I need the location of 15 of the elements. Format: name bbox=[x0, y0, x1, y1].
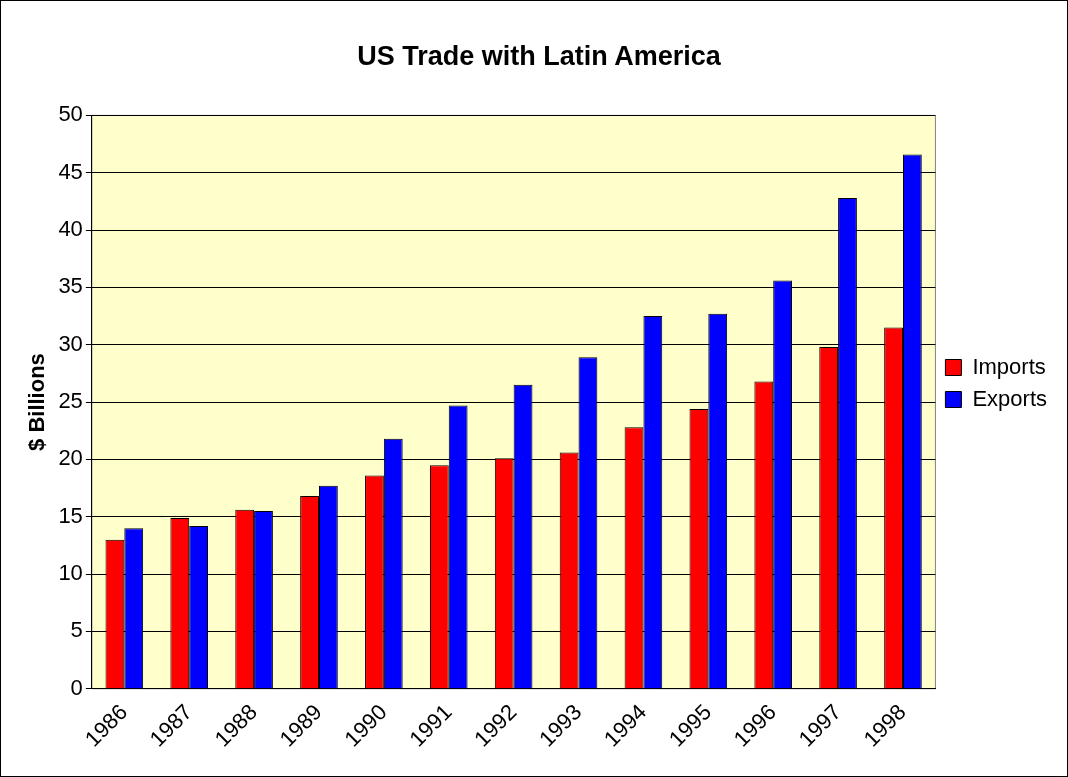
y-tick-label: 45 bbox=[58, 158, 83, 184]
y-tick-label: 25 bbox=[58, 388, 83, 414]
legend-label: Imports bbox=[972, 353, 1046, 379]
y-tick-label: 35 bbox=[58, 273, 83, 299]
y-tick-label: 50 bbox=[58, 101, 83, 127]
y-tick-label: 15 bbox=[58, 502, 83, 528]
legend-label: Exports bbox=[972, 385, 1048, 411]
y-tick-label: 20 bbox=[58, 445, 83, 471]
y-tick-label: 30 bbox=[58, 330, 83, 356]
y-tick-label: 5 bbox=[70, 617, 83, 643]
y-tick-label: 40 bbox=[58, 216, 83, 242]
y-tick-label: 10 bbox=[58, 560, 83, 586]
y-axis-title: $ Billions bbox=[24, 353, 50, 451]
y-tick-label: 0 bbox=[70, 674, 83, 700]
chart-title: US Trade with Latin America bbox=[357, 40, 722, 71]
